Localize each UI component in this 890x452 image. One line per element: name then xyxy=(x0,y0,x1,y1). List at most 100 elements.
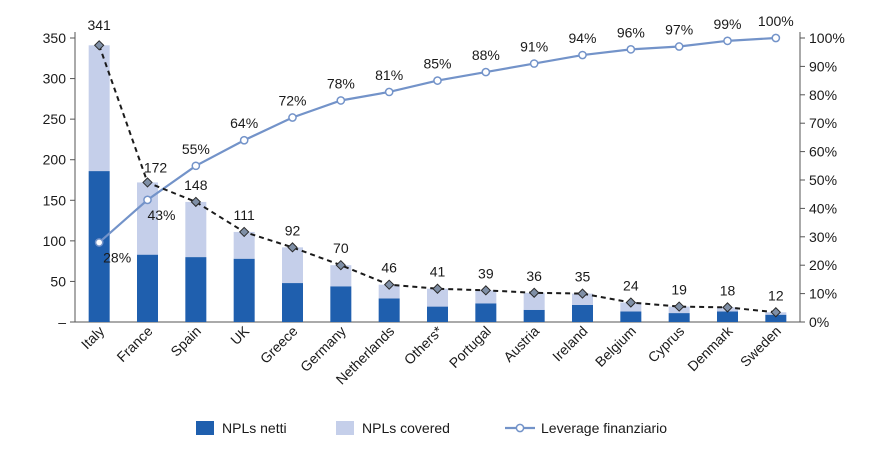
totals-marker xyxy=(625,297,637,308)
leverage-data-label: 94% xyxy=(568,30,596,46)
bar-npls-netti xyxy=(523,309,545,322)
right-axis-tick-label: 80% xyxy=(809,87,837,103)
right-axis-tick-label: 60% xyxy=(809,144,837,160)
right-y-axis: 0% 10% 20% 30% 40% 50% 60% 70% 80% 90% 100% xyxy=(799,30,845,330)
leverage-point xyxy=(239,135,249,145)
totals-marker xyxy=(287,242,298,253)
totals-marker xyxy=(190,196,202,208)
x-axis-category-label: UK xyxy=(227,322,253,348)
totals-marker xyxy=(238,226,250,238)
totals-line xyxy=(98,44,776,314)
legend-swatch xyxy=(336,421,354,435)
total-data-label: 19 xyxy=(671,282,687,298)
total-data-label: 46 xyxy=(381,260,397,276)
leverage-point xyxy=(578,50,587,60)
total-data-label: 39 xyxy=(478,265,494,281)
totals-marker xyxy=(577,288,588,299)
bar-npls-covered xyxy=(572,293,593,305)
totals-marker xyxy=(722,302,733,313)
bar-npls-covered xyxy=(475,290,497,304)
bar-npls-netti xyxy=(427,306,448,322)
leverage-point xyxy=(433,76,442,85)
bar-npls-netti xyxy=(620,311,642,322)
x-axis-category-label: Cyprus xyxy=(645,323,688,366)
x-axis-category-label: Ireland xyxy=(549,323,591,365)
left-axis-tick-label: – xyxy=(58,314,66,330)
x-axis-category-label: Portugal xyxy=(446,323,494,371)
leverage-data-label: 72% xyxy=(278,93,306,109)
totals-marker xyxy=(432,283,443,294)
totals-marker xyxy=(93,40,105,51)
leverage-data-label: 81% xyxy=(375,67,403,83)
totals-marker xyxy=(480,285,492,296)
leverage-point xyxy=(723,36,732,46)
bar-npls-covered xyxy=(330,265,352,287)
total-data-label: 24 xyxy=(623,278,639,294)
bar-npls-covered xyxy=(185,201,207,258)
legend-swatch xyxy=(196,421,214,435)
x-axis-category-label: Others* xyxy=(401,322,446,367)
total-data-label: 36 xyxy=(526,268,542,284)
right-axis-tick-label: 100% xyxy=(809,30,845,46)
right-axis-tick-label: 90% xyxy=(809,58,837,74)
bar-npls-netti xyxy=(137,254,158,322)
bar-npls-netti xyxy=(475,303,497,322)
leverage-point xyxy=(384,87,394,97)
legend-label: Leverage finanziario xyxy=(541,420,667,436)
bars-group xyxy=(88,45,787,322)
totals-marker xyxy=(335,259,347,271)
bar-npls-covered xyxy=(137,182,158,255)
leverage-data-label: 85% xyxy=(423,56,451,72)
x-axis-labels: Italy France Spain UK GreeceGermanyNetherlan… xyxy=(78,322,784,387)
legend: NPLs netti NPLs covered Leverage finanziar… xyxy=(196,420,667,436)
leverage-point xyxy=(143,195,152,205)
x-axis-category-label: Italy xyxy=(78,323,107,352)
legend-line-marker xyxy=(515,423,525,433)
x-axis-category-label: Greece xyxy=(257,323,301,367)
bar-npls-netti xyxy=(765,314,787,322)
left-axis-tick-label: 250 xyxy=(43,111,67,127)
x-axis-category-label: Austria xyxy=(500,323,542,365)
total-data-label: 70 xyxy=(333,240,349,256)
leverage-point xyxy=(94,238,104,247)
totals-marker xyxy=(770,307,782,318)
leverage-data-label: 91% xyxy=(520,39,548,55)
bar-npls-netti xyxy=(185,257,207,322)
leverage-data-label: 43% xyxy=(147,207,175,223)
leverage-point xyxy=(674,42,684,51)
leverage-data-label: 55% xyxy=(182,141,210,157)
right-axis-tick-label: 40% xyxy=(809,200,837,216)
totals-line-group: 341 172 148 111 92 70 46 41 39 36 35 24 19 18 12 xyxy=(87,17,784,318)
total-data-label: 12 xyxy=(768,287,784,303)
left-axis-tick-label: 350 xyxy=(43,30,67,46)
bar-npls-netti xyxy=(378,298,400,322)
legend-label: NPLs covered xyxy=(362,420,450,436)
bar-npls-covered xyxy=(523,292,545,310)
x-axis-category-label: Belgium xyxy=(592,323,639,370)
total-data-label: 41 xyxy=(430,264,446,280)
x-axis-category-label: France xyxy=(113,323,155,365)
left-axis-tick-label: 100 xyxy=(43,233,67,249)
bar-npls-covered xyxy=(427,288,448,307)
totals-marker xyxy=(673,301,685,312)
total-data-label: 92 xyxy=(285,222,301,238)
leverage-point xyxy=(191,161,201,171)
x-axis-category-label: Spain xyxy=(167,323,204,360)
leverage-data-label: 88% xyxy=(472,47,500,63)
leverage-data-label: 100% xyxy=(758,13,794,29)
leverage-data-label: 78% xyxy=(327,75,355,91)
totals-marker xyxy=(142,177,153,188)
right-axis-tick-label: 50% xyxy=(809,172,837,188)
bar-npls-netti xyxy=(330,286,352,322)
leverage-point xyxy=(626,45,636,54)
leverage-data-label: 64% xyxy=(230,115,258,131)
bar-npls-netti xyxy=(717,311,738,322)
bar-npls-netti xyxy=(572,304,593,322)
total-data-label: 18 xyxy=(720,282,736,298)
total-data-label: 341 xyxy=(87,17,111,33)
bar-npls-covered xyxy=(233,231,255,259)
leverage-point xyxy=(481,67,491,77)
leverage-data-label: 97% xyxy=(665,22,693,38)
bar-npls-netti xyxy=(282,283,303,322)
x-axis-category-label: Denmark xyxy=(684,322,736,374)
